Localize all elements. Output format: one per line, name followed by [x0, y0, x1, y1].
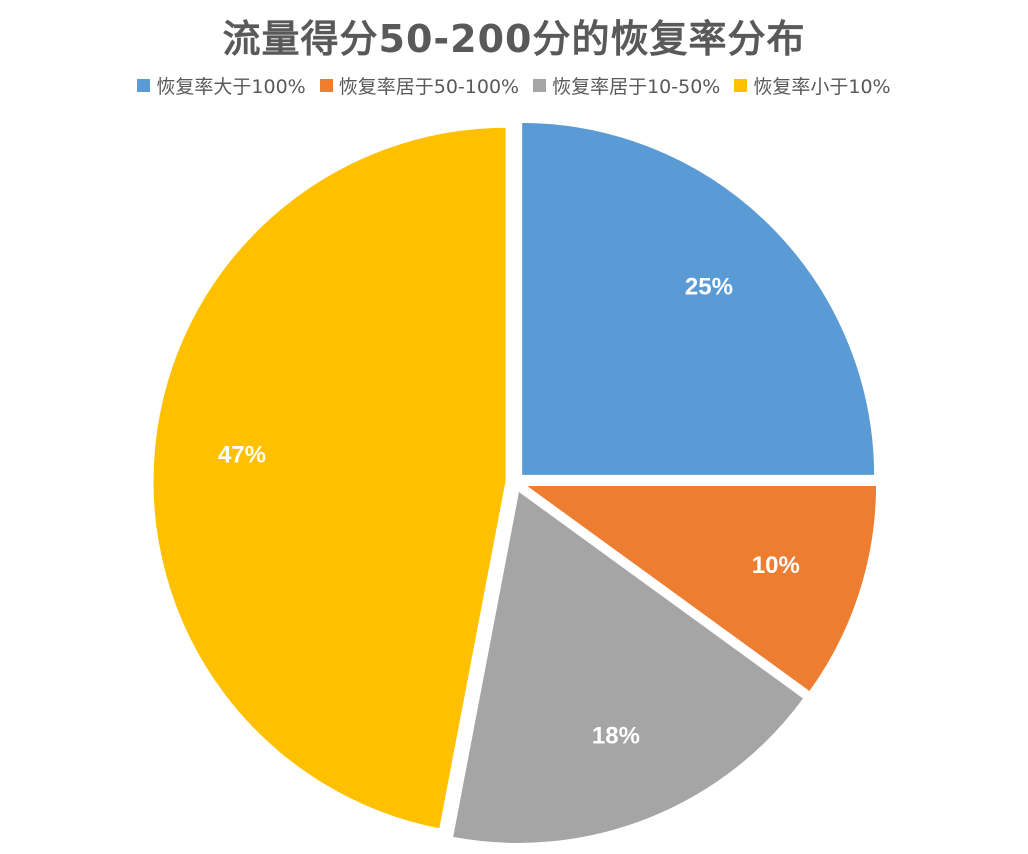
legend-label: 恢复率居于50-100%	[338, 76, 520, 98]
legend-item: 恢复率居于10-50%	[533, 72, 720, 99]
legend-label: 恢复率居于10-50%	[552, 76, 721, 98]
legend-swatch	[734, 79, 748, 92]
slice-label: 47%	[218, 442, 266, 469]
pie-slice	[517, 482, 880, 696]
legend-label: 恢复率小于10%	[753, 76, 891, 98]
legend-swatch	[533, 79, 547, 92]
legend-item: 恢复率大于100%	[137, 72, 306, 99]
legend: 恢复率大于100% 恢复率居于50-100% 恢复率居于10-50% 恢复率小于10%	[0, 72, 1028, 99]
slice-label: 18%	[592, 722, 640, 749]
legend-swatch	[137, 79, 151, 92]
pie-slice	[150, 124, 509, 832]
pie-slice	[449, 486, 808, 846]
legend-swatch	[319, 79, 333, 92]
legend-item: 恢复率居于50-100%	[319, 72, 520, 99]
slice-label: 25%	[685, 273, 733, 300]
slice-label: 10%	[752, 552, 800, 579]
pie-slice	[519, 119, 878, 478]
legend-item: 恢复率小于10%	[734, 72, 891, 99]
legend-label: 恢复率大于100%	[156, 76, 306, 98]
chart-title: 流量得分50-200分的恢复率分布	[222, 17, 806, 61]
